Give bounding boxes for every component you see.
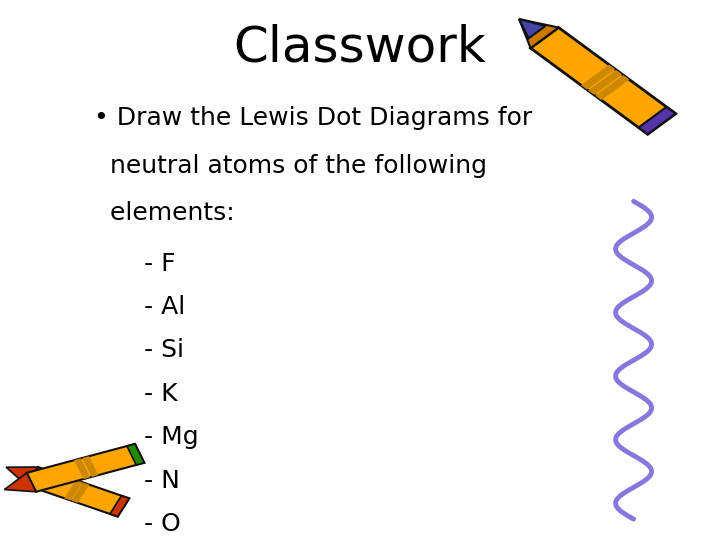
- Polygon shape: [581, 65, 615, 90]
- Text: - Si: - Si: [144, 339, 184, 362]
- Polygon shape: [588, 70, 622, 95]
- Polygon shape: [639, 107, 675, 134]
- Polygon shape: [127, 444, 144, 465]
- Text: - F: - F: [144, 252, 176, 275]
- Polygon shape: [519, 19, 545, 38]
- Polygon shape: [27, 467, 130, 517]
- Text: neutral atoms of the following: neutral atoms of the following: [94, 153, 487, 178]
- Polygon shape: [74, 458, 90, 479]
- Polygon shape: [4, 473, 36, 492]
- Polygon shape: [531, 28, 675, 134]
- Text: elements:: elements:: [94, 201, 234, 225]
- Text: - N: - N: [144, 469, 180, 493]
- Polygon shape: [110, 496, 130, 517]
- Polygon shape: [82, 456, 99, 477]
- Text: - O: - O: [144, 512, 181, 536]
- Polygon shape: [27, 444, 144, 492]
- Polygon shape: [71, 482, 89, 503]
- Text: Classwork: Classwork: [233, 24, 487, 72]
- Text: - K: - K: [144, 382, 178, 406]
- Text: - Al: - Al: [144, 295, 185, 319]
- Text: • Draw the Lewis Dot Diagrams for: • Draw the Lewis Dot Diagrams for: [94, 106, 532, 130]
- Polygon shape: [6, 467, 38, 485]
- Text: - Mg: - Mg: [144, 426, 199, 449]
- Polygon shape: [595, 75, 629, 100]
- Polygon shape: [519, 19, 559, 48]
- Polygon shape: [64, 480, 82, 501]
